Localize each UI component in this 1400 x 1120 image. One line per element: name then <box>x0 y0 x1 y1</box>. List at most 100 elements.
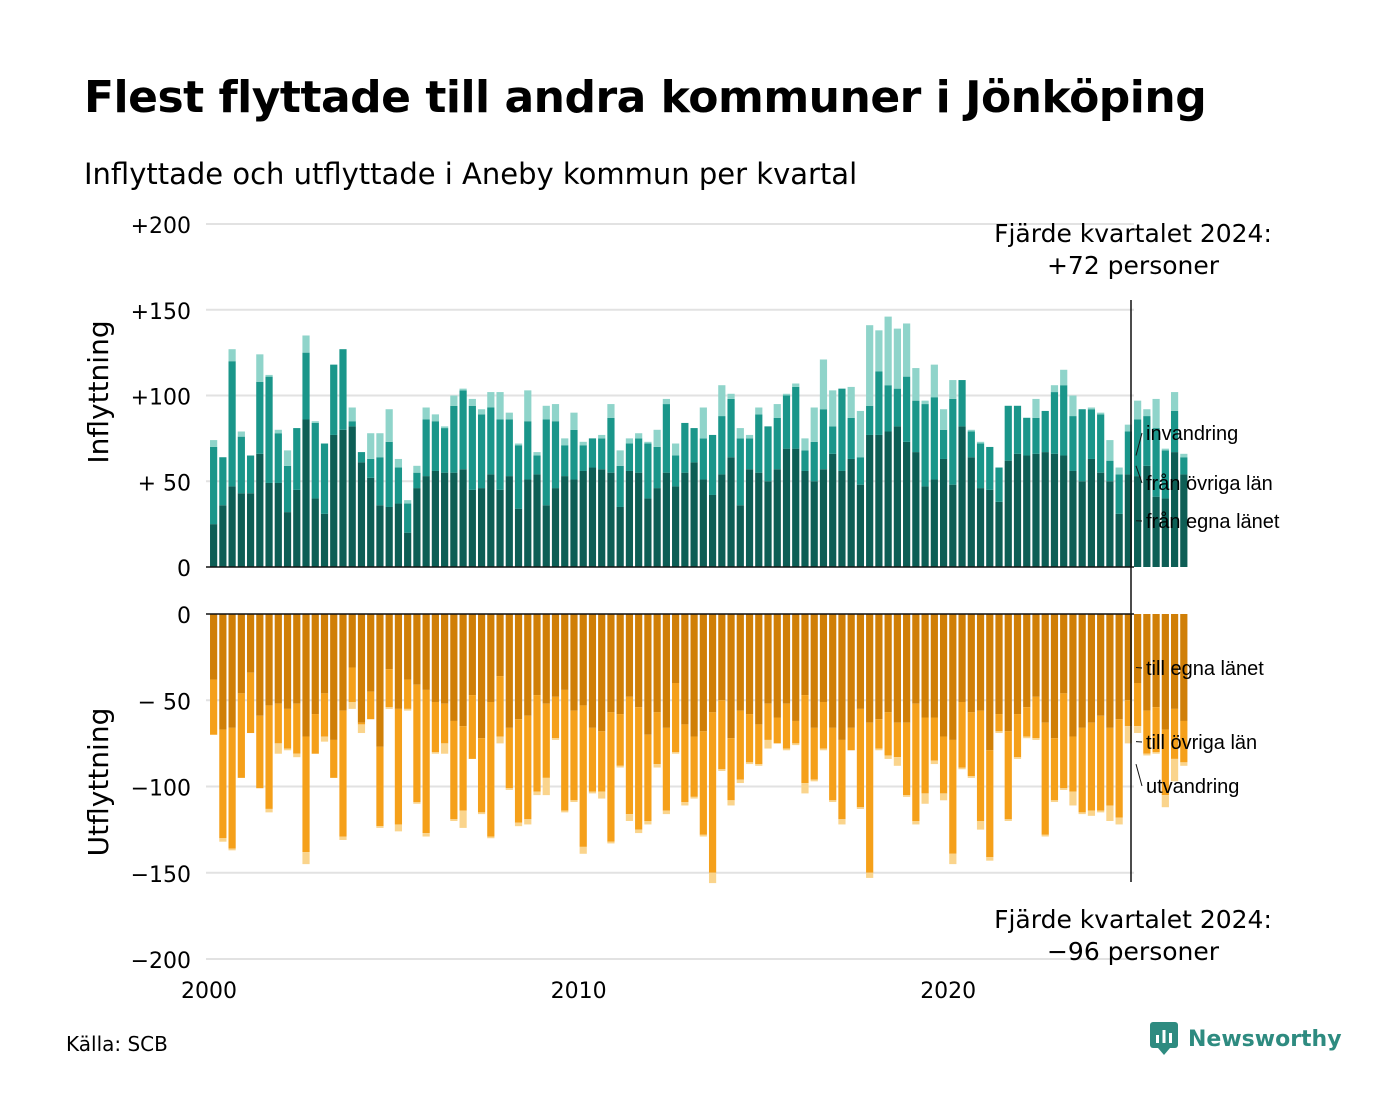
bar-outflow-segment <box>755 614 763 725</box>
bar-inflow-segment <box>514 445 523 509</box>
bar-outflow-segment <box>699 731 707 835</box>
bar-outflow-segment <box>496 736 504 744</box>
bar-inflow-segment <box>376 457 384 506</box>
bar-inflow-segment <box>441 472 449 567</box>
bar-outflow-segment <box>1134 683 1142 727</box>
bar-inflow-segment <box>736 428 744 439</box>
bar-inflow-segment <box>1041 452 1049 567</box>
bar-outflow-segment <box>598 791 606 799</box>
bar-outflow-segment <box>320 614 329 694</box>
bar-outflow-segment <box>431 614 439 702</box>
bar-outflow-segment <box>810 779 818 782</box>
bar-inflow-segment <box>505 476 513 567</box>
bar-inflow-segment <box>237 436 245 494</box>
bar-inflow-segment <box>1106 481 1114 567</box>
bar-outflow-segment <box>976 710 985 821</box>
series-label-inflow: från egna länet <box>1146 511 1280 533</box>
bar-outflow-segment <box>838 614 846 740</box>
bar-inflow-segment <box>644 498 652 567</box>
bar-outflow-segment <box>422 833 430 837</box>
tick-labels: 0 + 50 +100 +150 +200 0 − 50 −100 −150 −200 2000 20… <box>131 214 977 1004</box>
bar-outflow-segment <box>1106 727 1114 806</box>
bar-inflow-segment <box>496 392 504 420</box>
bar-inflow-segment <box>699 438 707 480</box>
bar-outflow-segment <box>1032 696 1040 739</box>
bar-inflow-segment <box>995 467 1003 502</box>
bar-inflow-segment <box>1180 457 1188 475</box>
bar-inflow-segment <box>976 488 985 567</box>
bar-inflow-segment <box>672 455 680 487</box>
bar-inflow-segment <box>1013 405 1022 454</box>
bar-outflow-segment <box>1069 614 1077 737</box>
bar-inflow-segment <box>1004 460 1012 567</box>
bar-outflow-segment <box>588 727 597 792</box>
bar-outflow-segment <box>1004 614 1012 732</box>
bar-outflow-segment <box>939 793 948 801</box>
bar-inflow-segment <box>348 407 356 422</box>
bar-outflow-segment <box>810 614 818 728</box>
bar-outflow-segment <box>404 679 412 709</box>
bar-outflow-segment <box>293 753 301 758</box>
bar-inflow-segment <box>1161 450 1169 499</box>
bar-outflow-segment <box>561 614 569 690</box>
bar-outflow-segment <box>357 614 366 723</box>
bar-inflow-segment <box>505 419 513 477</box>
bar-outflow-segment <box>533 791 541 796</box>
bar-inflow-segment <box>672 486 680 567</box>
bar-outflow-segment <box>662 727 670 811</box>
bar-outflow-segment <box>394 708 403 825</box>
bar-outflow-segment <box>1023 736 1031 739</box>
y-tick-label: −100 <box>131 777 191 802</box>
bar-outflow-segment <box>1106 614 1114 728</box>
bar-inflow-segment <box>967 457 975 567</box>
bar-outflow-segment <box>357 722 366 725</box>
bar-outflow-segment <box>672 683 680 752</box>
bar-inflow-segment <box>514 443 523 446</box>
bar-outflow-segment <box>856 708 865 808</box>
bar-inflow-segment <box>625 438 634 444</box>
bar-inflow-segment <box>441 428 449 473</box>
y-tick-label: +150 <box>131 300 191 325</box>
bar-inflow-segment <box>219 505 227 567</box>
bar-outflow-segment <box>653 764 661 768</box>
chart-subtitle: Inflyttade och utflyttade i Aneby kommun… <box>84 157 858 191</box>
bar-outflow-segment <box>404 708 412 711</box>
bar-outflow-segment <box>598 614 606 732</box>
bar-inflow-segment <box>773 469 781 567</box>
newsworthy-logo-text: Newsworthy <box>1188 1026 1342 1052</box>
bar-outflow-segment <box>875 748 883 751</box>
bar-inflow-segment <box>699 407 707 439</box>
bar-inflow-segment <box>357 452 366 463</box>
bar-inflow-segment <box>413 472 421 489</box>
bar-inflow-segment <box>505 412 513 420</box>
bar-inflow-segment <box>1124 424 1132 432</box>
bar-inflow-segment <box>477 409 486 415</box>
bar-outflow-segment <box>1152 752 1160 754</box>
bar-inflow-segment <box>884 431 892 567</box>
bar-inflow-segment <box>598 438 606 470</box>
bar-outflow-segment <box>782 748 791 751</box>
series-label-outflow: till övriga län <box>1146 732 1257 754</box>
bar-inflow-segment <box>1069 395 1077 417</box>
bar-inflow-segment <box>468 489 476 567</box>
bar-inflow-segment <box>422 407 430 420</box>
bar-outflow-segment <box>579 614 587 706</box>
bar-inflow-segment <box>256 453 264 567</box>
bar-inflow-segment <box>949 398 957 485</box>
bar-inflow-segment <box>875 330 883 372</box>
bar-inflow-segment <box>533 455 541 475</box>
bar-outflow-segment <box>782 703 791 749</box>
bar-inflow-segment <box>561 438 569 446</box>
series-label-leader <box>1135 763 1143 787</box>
bar-outflow-segment <box>866 614 874 723</box>
bar-inflow-segment <box>718 385 726 417</box>
bar-inflow-segment <box>939 409 948 430</box>
bar-outflow-segment <box>838 739 846 820</box>
bar-inflow-segment <box>1097 414 1105 473</box>
bar-inflow-segment <box>635 438 643 473</box>
bar-outflow-segment <box>561 810 569 813</box>
bar-outflow-segment <box>829 727 837 801</box>
bar-outflow-segment <box>782 614 791 704</box>
bar-inflow-segment <box>367 433 375 459</box>
bar-inflow-segment <box>1050 385 1059 393</box>
